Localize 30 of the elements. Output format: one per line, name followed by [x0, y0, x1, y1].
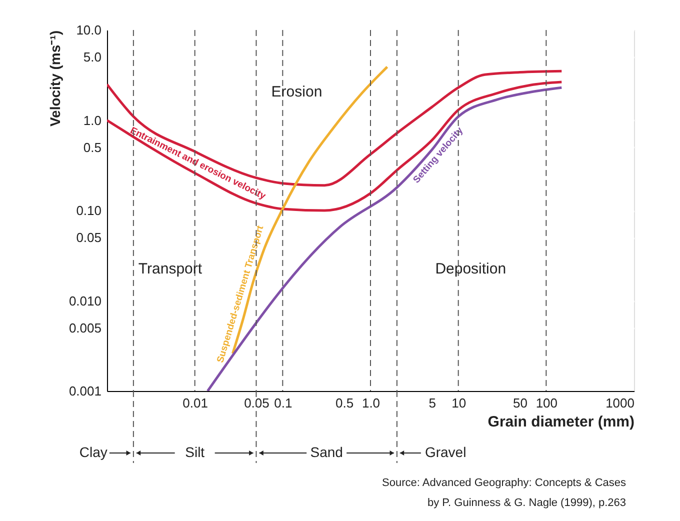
text: Silt	[185, 444, 205, 460]
y-axis-title: Velocity (ms⁻¹)	[46, 30, 63, 127]
y-tick-label: 0.001	[68, 384, 102, 398]
y-tick-label: 10.0	[76, 22, 102, 38]
y-tick-label: 5.0	[83, 50, 102, 65]
annotation: Erosion	[271, 83, 322, 100]
y-tick-label: 1.0	[83, 112, 102, 128]
x-tick-label: 50	[512, 396, 528, 410]
source-note: Source: Advanced Geography: Concepts & Cases	[382, 477, 626, 489]
x-tick-label: 1.0	[362, 396, 380, 410]
annotation: Transport	[138, 260, 203, 278]
x-tick-label: 1000	[606, 396, 634, 410]
x-tick-label: 0.5	[336, 396, 354, 410]
text: by P. Guinness & G. Nagle (1999), p.263	[427, 497, 626, 509]
x-axis-title: Grain diameter (mm)	[488, 414, 634, 430]
y-tick-label: 0.5	[83, 140, 102, 155]
text: Sand	[310, 444, 343, 460]
x-tick-label: 5	[428, 396, 436, 410]
text: Clay	[79, 444, 108, 460]
text: Gravel	[424, 444, 466, 460]
y-tick-label: 0.05	[76, 230, 102, 246]
x-tick-label: 10	[452, 396, 466, 410]
x-tick-label: 0.01	[182, 396, 208, 410]
annotation: Deposition	[435, 260, 506, 278]
y-tick-label: 0.010	[68, 293, 102, 308]
x-tick-label: 0.1	[274, 396, 292, 410]
x-tick-label: 0.05	[244, 396, 270, 410]
y-tick-label: 0.10	[76, 203, 102, 218]
x-tick-label: 100	[536, 396, 558, 410]
y-tick-label: 0.005	[68, 320, 102, 336]
